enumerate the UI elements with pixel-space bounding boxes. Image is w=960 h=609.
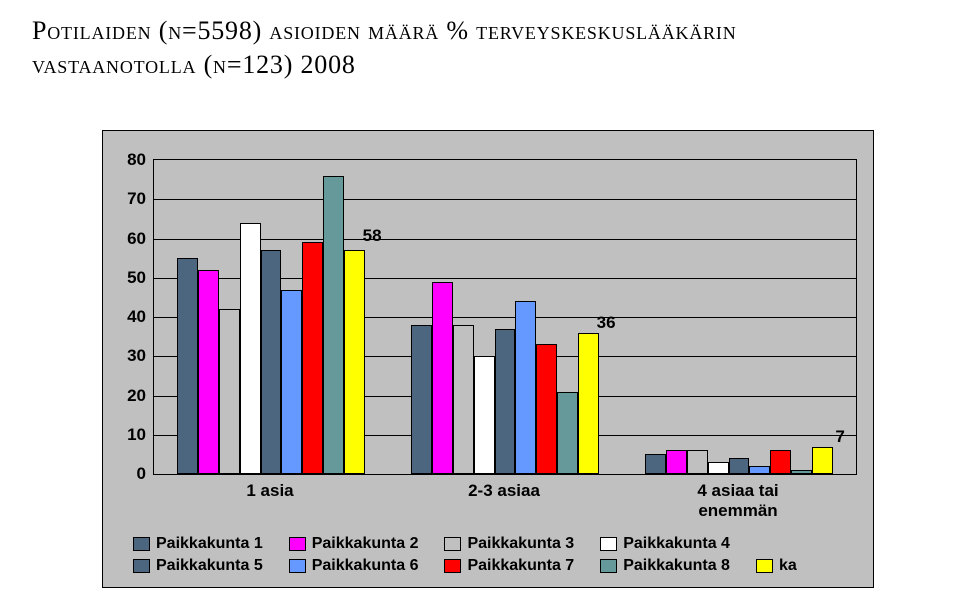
legend-label: Paikkakunta 1 bbox=[156, 535, 263, 553]
bar bbox=[177, 258, 198, 474]
y-tick-label: 10 bbox=[127, 425, 146, 445]
legend-swatch bbox=[444, 537, 461, 551]
bar bbox=[812, 447, 833, 474]
legend-swatch bbox=[133, 559, 150, 573]
chart-legend: Paikkakunta 1 Paikkakunta 2 Paikkakunta 3 P… bbox=[133, 535, 843, 575]
bar bbox=[749, 466, 770, 474]
legend-swatch bbox=[600, 537, 617, 551]
y-tick-label: 30 bbox=[127, 346, 146, 366]
chart-plot-area: 0102030405060708058367 bbox=[153, 159, 857, 475]
legend-label: Paikkakunta 7 bbox=[467, 557, 574, 575]
legend-swatch bbox=[133, 537, 150, 551]
page-title: Potilaiden (n=5598) asioiden määrä % ter… bbox=[32, 14, 960, 82]
y-tick-label: 60 bbox=[127, 229, 146, 249]
bar bbox=[770, 450, 791, 474]
value-label: 36 bbox=[597, 313, 616, 333]
bar bbox=[411, 325, 432, 474]
bar bbox=[302, 242, 323, 474]
value-label: 7 bbox=[835, 427, 844, 447]
bar bbox=[729, 458, 750, 474]
chart-x-labels: 1 asia2-3 asiaa4 asiaa tai enemmän bbox=[153, 481, 857, 521]
y-tick-label: 50 bbox=[127, 268, 146, 288]
bar bbox=[453, 325, 474, 474]
x-tick-label: 2-3 asiaa bbox=[387, 481, 621, 501]
title-line-2: vastaanotolla (n=123) 2008 bbox=[32, 50, 356, 79]
bar bbox=[557, 392, 578, 474]
bar bbox=[474, 356, 495, 474]
bar bbox=[323, 176, 344, 474]
x-tick-label: 1 asia bbox=[153, 481, 387, 501]
bar bbox=[536, 344, 557, 474]
legend-swatch bbox=[756, 559, 773, 573]
value-label: 58 bbox=[363, 226, 382, 246]
y-tick-label: 80 bbox=[127, 150, 146, 170]
bar bbox=[432, 282, 453, 474]
y-tick-label: 70 bbox=[127, 189, 146, 209]
legend-item: Paikkakunta 3 bbox=[444, 535, 574, 553]
legend-item: Paikkakunta 5 bbox=[133, 557, 263, 575]
legend-item: Paikkakunta 2 bbox=[289, 535, 419, 553]
bar bbox=[261, 250, 282, 474]
legend-swatch bbox=[600, 559, 617, 573]
bar bbox=[198, 270, 219, 474]
chart-frame: 0 10 20 30 40 50 60 70 80 58 36 7 1 asia2-3 asiaa4 … bbox=[102, 130, 874, 588]
title-line-1: Potilaiden (n=5598) asioiden määrä % ter… bbox=[32, 16, 737, 45]
legend-swatch bbox=[289, 559, 306, 573]
legend-label: Paikkakunta 3 bbox=[467, 535, 574, 553]
y-tick-label: 20 bbox=[127, 386, 146, 406]
gridline bbox=[154, 199, 856, 200]
legend-item: Paikkakunta 1 bbox=[133, 535, 263, 553]
legend-label: Paikkakunta 8 bbox=[623, 557, 730, 575]
bar bbox=[344, 250, 365, 474]
bar bbox=[281, 290, 302, 474]
x-tick-label: 4 asiaa tai enemmän bbox=[621, 481, 855, 520]
legend-item: Paikkakunta 7 bbox=[444, 557, 574, 575]
bar bbox=[578, 333, 599, 474]
legend-label: Paikkakunta 2 bbox=[312, 535, 419, 553]
bar bbox=[666, 450, 687, 474]
legend-item: Paikkakunta 6 bbox=[289, 557, 419, 575]
legend-label: Paikkakunta 5 bbox=[156, 557, 263, 575]
bar bbox=[645, 454, 666, 474]
bar bbox=[219, 309, 240, 474]
legend-item: Paikkakunta 4 bbox=[600, 535, 730, 553]
bar bbox=[687, 450, 708, 474]
legend-label: ka bbox=[779, 557, 797, 575]
legend-item: ka bbox=[756, 557, 797, 575]
y-tick-label: 40 bbox=[127, 307, 146, 327]
bar bbox=[791, 470, 812, 474]
legend-label: Paikkakunta 6 bbox=[312, 557, 419, 575]
bar bbox=[240, 223, 261, 474]
legend-label: Paikkakunta 4 bbox=[623, 535, 730, 553]
legend-item: Paikkakunta 8 bbox=[600, 557, 730, 575]
y-tick-label: 0 bbox=[137, 464, 146, 484]
bar bbox=[515, 301, 536, 474]
legend-swatch bbox=[289, 537, 306, 551]
legend-swatch bbox=[444, 559, 461, 573]
bar bbox=[708, 462, 729, 474]
bar bbox=[495, 329, 516, 474]
